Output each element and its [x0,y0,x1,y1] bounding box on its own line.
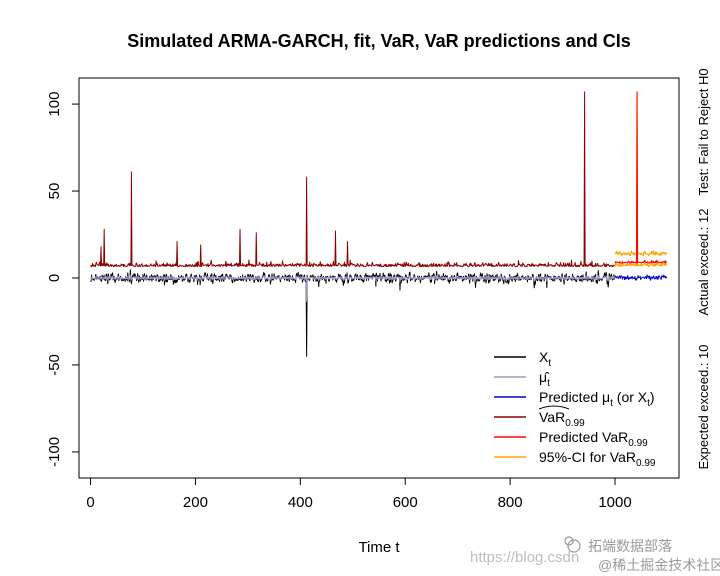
watermark-brand: 拓端数据部落 [588,538,672,554]
x-tick-label: 400 [288,494,313,511]
y-tick-label: 100 [46,92,63,117]
legend-label-pred_mu: Predicted μt (or Xt) [539,389,655,409]
series-xt-line [90,269,615,357]
legend-label-xt: Xt [539,349,551,369]
watermark-logo-icon [564,536,581,553]
test-result-text: Test: Fail to Reject H0 [696,68,711,195]
series-layer [90,91,668,357]
watermark-community: @稀土掘金技术社区 [598,557,720,573]
y-tick-label: 50 [46,183,63,200]
watermark-url: https://blog.csdn [470,549,579,566]
x-tick-label: 200 [183,494,208,511]
chart-title: Simulated ARMA-GARCH, fit, VaR, VaR pred… [127,31,630,51]
legend-label-mu: μ̂t [539,369,550,389]
y-tick-label: 0 [46,274,63,282]
series-ci-lower-line [614,184,668,268]
y-tick-label: -100 [46,437,63,467]
legend-label-pred_var: Predicted VaR0.99 [539,429,648,449]
expected-exceed-text: Expected exceed.: 10 [696,344,711,469]
x-tick-label: 1000 [598,494,631,511]
y-tick-label: -50 [46,354,63,376]
series-ci-upper-line [614,91,668,257]
x-tick-label: 800 [498,494,523,511]
legend-hat-mark [538,405,570,410]
series-var-line [90,91,615,268]
x-axis-label: Time t [358,539,400,556]
series-predicted-var-line [614,91,668,264]
x-axis: 0 200 400 600 800 1000 [86,478,632,511]
y-axis: -100 -50 0 50 100 [46,92,79,467]
series-predicted-mu-line [614,274,668,281]
x-tick-label: 600 [393,494,418,511]
actual-exceed-text: Actual exceed.: 12 [696,209,711,316]
x-tick-label: 0 [86,494,94,511]
series-mu-hat-line [90,274,615,302]
legend-label-ci: 95%-CI for VaR0.99 [539,449,656,469]
legend-label-var: VaR0.99 [539,409,585,429]
